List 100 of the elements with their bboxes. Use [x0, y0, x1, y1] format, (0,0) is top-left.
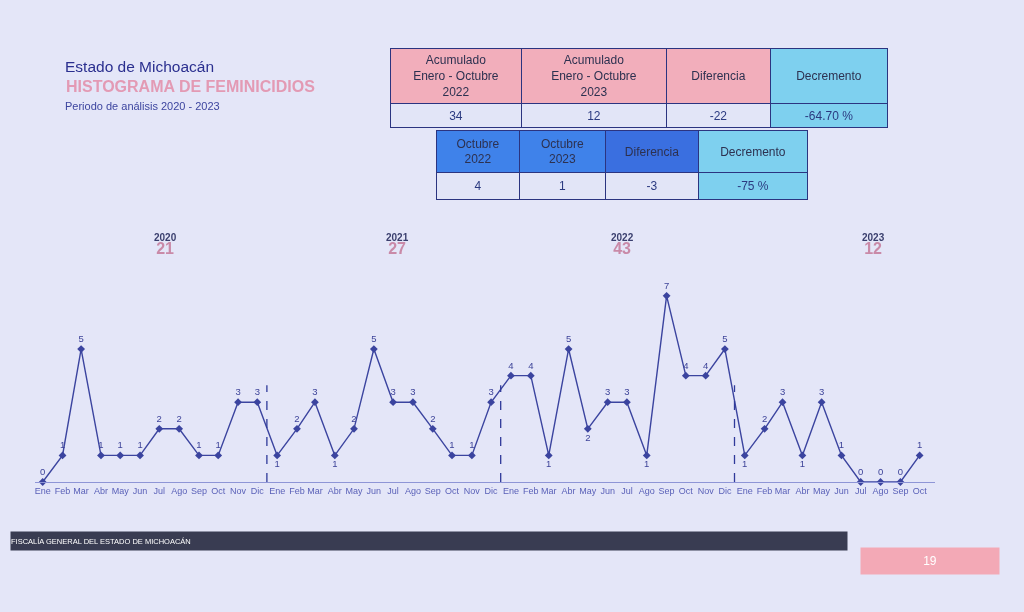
data-label: 5	[722, 332, 728, 344]
x-tick-label: May	[579, 485, 597, 496]
point	[195, 451, 203, 460]
data-label: 3	[312, 386, 318, 398]
data-label: 1	[469, 439, 475, 451]
point	[448, 451, 456, 460]
point	[720, 345, 729, 353]
point	[369, 345, 378, 353]
chart-title: Estado de Michoacán	[65, 58, 215, 76]
point	[97, 451, 105, 460]
data-label: 0	[897, 465, 904, 477]
data-label: 5	[78, 332, 84, 344]
point	[681, 371, 690, 380]
point	[642, 451, 651, 460]
x-tick-label: Dic	[484, 485, 499, 496]
category-label: Octubre 2023	[540, 136, 585, 167]
x-tick-label: Sep	[892, 485, 909, 496]
point	[293, 424, 301, 433]
point	[622, 398, 631, 407]
point	[507, 371, 515, 380]
text: 1	[559, 179, 566, 193]
point	[136, 451, 144, 460]
point	[409, 398, 417, 407]
x-tick-label: Jul	[387, 485, 399, 496]
data-label: 1	[916, 439, 923, 451]
data-label: 3	[779, 386, 786, 398]
data-label: 2	[176, 412, 182, 424]
x-tick-label: Jul	[621, 485, 633, 496]
data-label: 3	[818, 386, 825, 398]
x-tick-label: Mar	[540, 485, 557, 496]
data-label: 0	[40, 465, 46, 477]
data-label: 1	[332, 458, 338, 470]
data-label: 1	[196, 439, 202, 451]
text: 2022 43	[611, 232, 634, 257]
text: 2021 27	[386, 232, 409, 257]
x-tick-label: Mar	[774, 485, 791, 496]
data-label: 5	[371, 332, 377, 344]
x-tick-label: Abr	[795, 485, 810, 496]
x-tick-label: Mar	[307, 485, 323, 496]
data-label: 3	[624, 386, 630, 398]
text: -75 %	[737, 179, 769, 193]
point	[817, 398, 826, 407]
x-tick-label: Oct	[912, 485, 928, 496]
x-tick-label: Dic	[250, 485, 265, 496]
data-label: 2	[430, 412, 436, 424]
category-label: Octubre 2022	[456, 136, 500, 167]
x-tick-label: Feb	[289, 485, 305, 496]
point	[389, 398, 397, 407]
point	[701, 371, 710, 380]
data-label: 1	[59, 439, 66, 451]
x-tick-label: Jun	[366, 485, 382, 496]
x-tick-label: Ene	[34, 485, 51, 496]
category-label: Diferencia	[691, 69, 746, 83]
data-label: 2	[351, 412, 357, 424]
x-tick-label: Oct	[211, 485, 226, 496]
x-tick-label: Jun	[834, 485, 849, 496]
x-tick-label: Dic	[718, 485, 732, 496]
data-label: 1	[742, 458, 748, 470]
x-tick-label: Sep	[190, 485, 207, 496]
data-label: 1	[546, 458, 552, 470]
x-tick-label: Sep	[424, 485, 441, 496]
point	[155, 424, 164, 433]
point	[544, 451, 553, 460]
x-tick-label: Feb	[523, 485, 539, 496]
data-label: 1	[799, 458, 806, 470]
x-tick-label: Mar	[73, 485, 89, 496]
x-tick-label: Nov	[230, 485, 247, 496]
x-tick-label: Oct	[678, 485, 694, 496]
data-label: 7	[663, 279, 670, 291]
point	[175, 424, 184, 433]
x-tick-label: Ago	[171, 485, 188, 496]
data-label: 0	[858, 465, 864, 477]
category-label: Acumulado Enero - Octubre 2022	[413, 53, 499, 99]
text: 2020 21	[154, 232, 177, 257]
point	[214, 451, 223, 460]
x-tick-label: Abr	[93, 485, 108, 496]
data-label: 3	[605, 386, 611, 398]
point	[77, 345, 86, 353]
text: -3	[646, 179, 658, 193]
point	[583, 424, 592, 433]
text: Periodo de análisis 2020 - 2023	[65, 100, 220, 112]
data-label: 1	[215, 439, 221, 451]
point	[526, 371, 535, 380]
data-label: 2	[585, 431, 591, 443]
point	[428, 424, 437, 433]
x-tick-label: Jul	[153, 485, 166, 496]
category-label: Diferencia	[624, 144, 680, 159]
point	[740, 451, 749, 460]
point	[253, 398, 262, 407]
point	[116, 451, 125, 460]
point	[273, 451, 282, 460]
data-label: 1	[117, 439, 123, 451]
data-label: 1	[449, 439, 455, 451]
x-tick-label: May	[813, 485, 831, 496]
point	[487, 398, 495, 407]
data-label: 4	[508, 359, 514, 371]
point	[778, 398, 787, 407]
x-tick-label: Ago	[404, 485, 421, 496]
data-label: 2	[761, 412, 768, 424]
x-tick-label: May	[345, 485, 363, 496]
